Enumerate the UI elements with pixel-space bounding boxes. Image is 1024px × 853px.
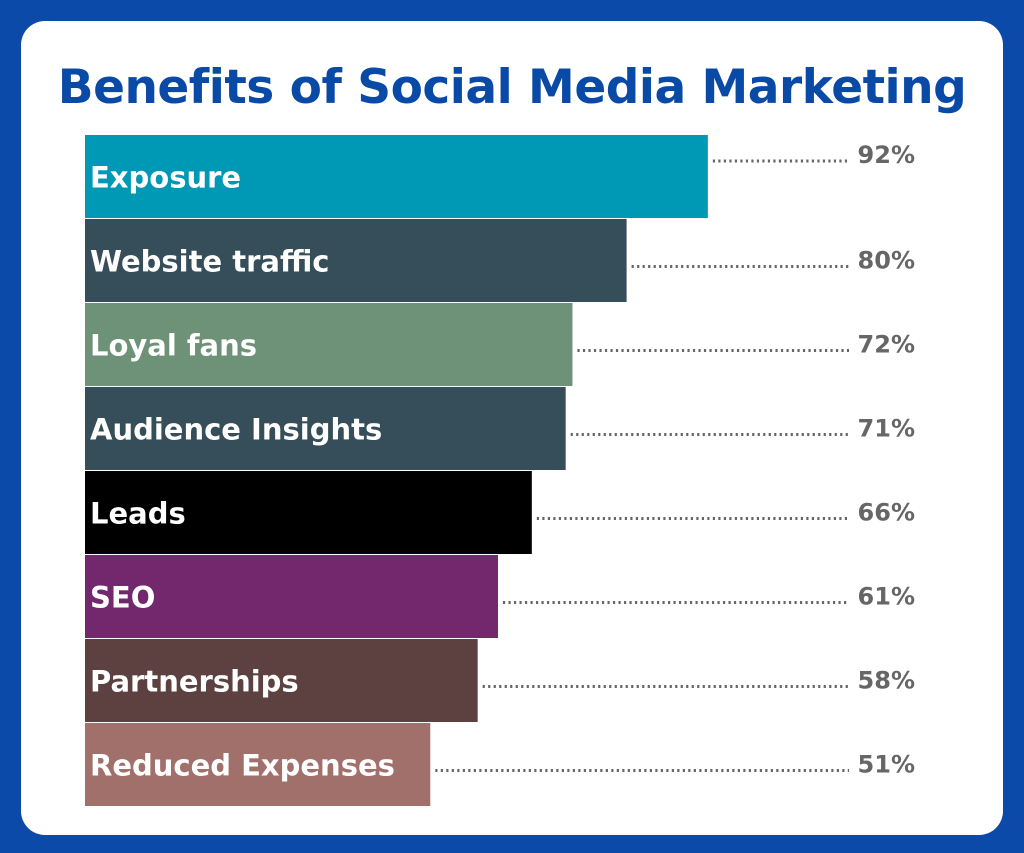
- bar-label-seo: SEO: [90, 581, 155, 615]
- bar-loyal-fans: [85, 303, 573, 386]
- bar-label-loyal-fans: Loyal fans: [90, 329, 257, 363]
- bar-label-leads: Leads: [90, 497, 186, 531]
- bar-reduced-expenses: [85, 723, 431, 806]
- bar-label-audience-insights: Audience Insights: [90, 413, 382, 447]
- value-label-reduced-expenses: 51%: [858, 751, 915, 779]
- value-label-audience-insights: 71%: [858, 415, 915, 443]
- bar-exposure: [85, 135, 708, 218]
- bar-partnerships: [85, 639, 478, 722]
- value-label-loyal-fans: 72%: [858, 331, 915, 359]
- bar-label-reduced-expenses: Reduced Expenses: [90, 749, 395, 783]
- chart-title: Benefits of Social Media Marketing: [57, 60, 967, 115]
- bar-leads: [85, 471, 532, 554]
- bar-label-exposure: Exposure: [90, 161, 241, 195]
- value-label-partnerships: 58%: [858, 667, 915, 695]
- value-label-leads: 66%: [858, 499, 915, 527]
- value-label-website-traffic: 80%: [858, 247, 915, 275]
- bar-audience-insights: [85, 387, 566, 470]
- bar-label-website-traffic: Website traffic: [90, 245, 329, 279]
- bar-seo: [85, 555, 498, 638]
- bar-label-partnerships: Partnerships: [90, 665, 299, 699]
- value-label-exposure: 92%: [858, 141, 915, 169]
- value-label-seo: 61%: [858, 583, 915, 611]
- bar-website-traffic: [85, 219, 627, 302]
